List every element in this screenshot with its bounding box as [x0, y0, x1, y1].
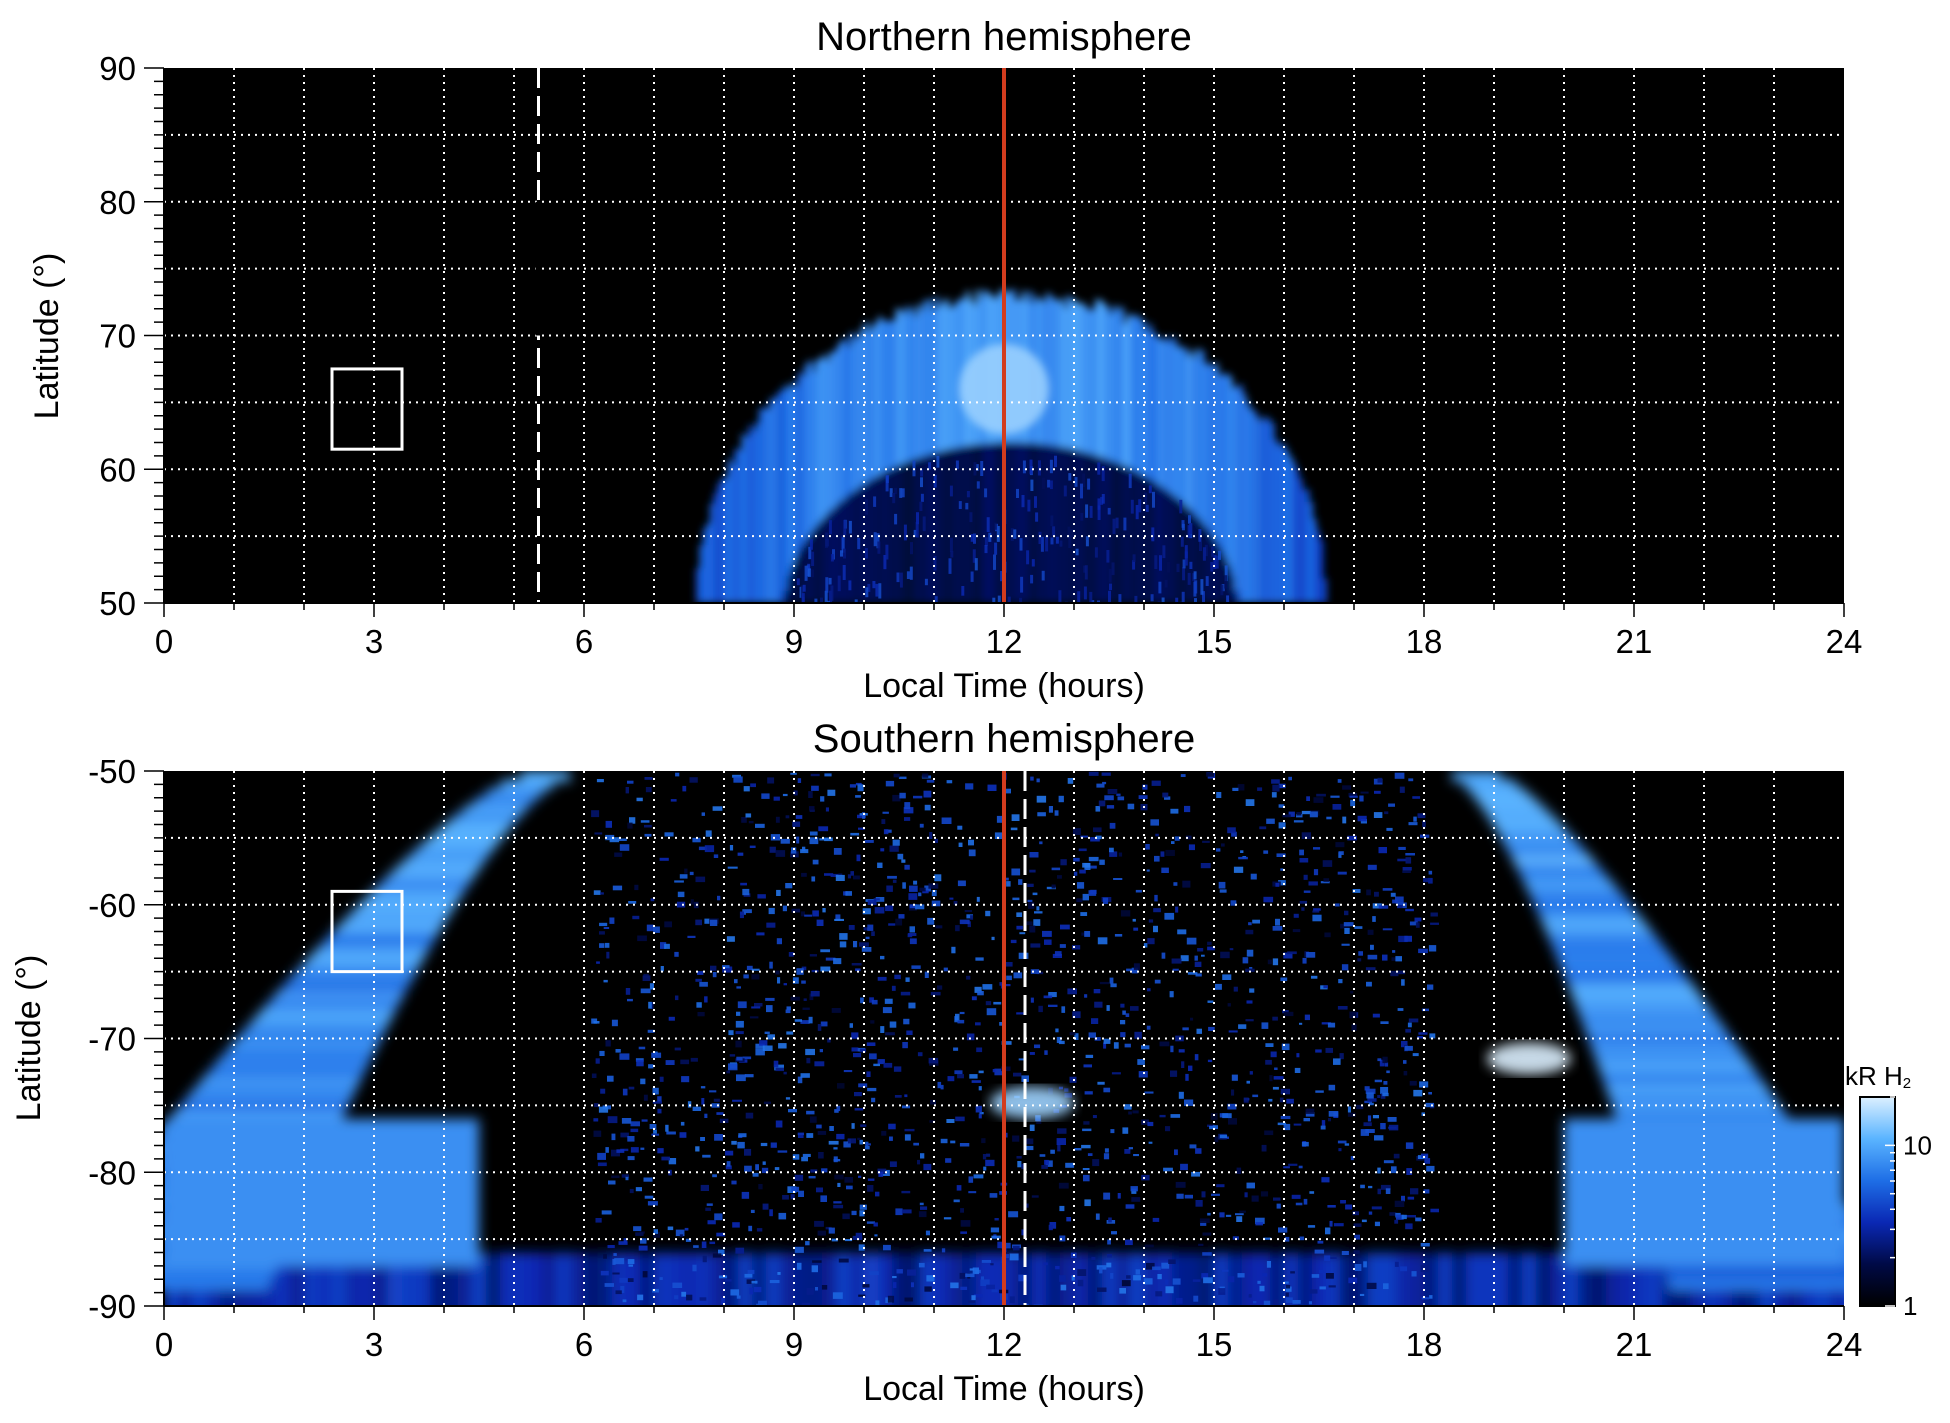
northern-marker-box — [330, 367, 404, 451]
southern-panel: Southern hemisphere -90 -80 -70 -60 -50 0 3 6 9 1… — [10, 717, 1862, 1408]
north-x-tick-label: 9 — [785, 623, 803, 660]
south-x-tick-label: 0 — [155, 1326, 173, 1363]
colorbar-ticks: 1 10 — [1885, 1096, 1932, 1321]
north-y-tick-label: 70 — [99, 318, 136, 355]
south-x-tick-label: 18 — [1406, 1326, 1443, 1363]
north-y-tick-label: 80 — [99, 184, 136, 221]
south-y-tick-label: -70 — [88, 1021, 136, 1058]
northern-title: Northern hemisphere — [816, 15, 1192, 59]
north-y-tick-label: 90 — [99, 50, 136, 87]
north-y-tick-label: 50 — [99, 585, 136, 622]
north-x-tick-label: 0 — [155, 623, 173, 660]
southern-title: Southern hemisphere — [813, 717, 1195, 761]
north-x-tick-label: 15 — [1196, 623, 1233, 660]
north-x-tick-label: 12 — [986, 623, 1023, 660]
south-x-tick-label: 3 — [365, 1326, 383, 1363]
northern-heatmap — [696, 288, 1327, 603]
south-y-tick-label: -80 — [88, 1154, 136, 1191]
northern-y-axis-label: Latitude (°) — [28, 253, 66, 420]
northern-panel: Northern hemisphere 50 60 70 80 90 0 3 6 9 12 15 18… — [28, 15, 1862, 705]
north-y-tick-label: 60 — [99, 451, 136, 488]
south-x-tick-label: 9 — [785, 1326, 803, 1363]
colorbar-gradient — [1859, 1096, 1896, 1307]
southern-marker-box — [330, 889, 404, 974]
colorbar: kR H2 1 10 — [1845, 1061, 1932, 1321]
northern-axes: 50 60 70 80 90 0 3 6 9 12 15 18 21 24 — [99, 50, 1862, 660]
colorbar-label: kR H2 — [1845, 1061, 1911, 1092]
northern-auroral-emission — [696, 288, 1327, 603]
north-x-tick-label: 21 — [1616, 623, 1653, 660]
north-x-tick-label: 18 — [1406, 623, 1443, 660]
north-x-tick-label: 3 — [365, 623, 383, 660]
southern-x-axis-label: Local Time (hours) — [863, 1370, 1145, 1408]
south-x-tick-label: 21 — [1616, 1326, 1653, 1363]
south-y-tick-label: -90 — [88, 1288, 136, 1325]
north-x-tick-label: 24 — [1826, 623, 1863, 660]
south-x-tick-label: 12 — [986, 1326, 1023, 1363]
south-x-tick-label: 15 — [1196, 1326, 1233, 1363]
south-x-tick-label: 6 — [575, 1326, 593, 1363]
south-y-tick-label: -50 — [88, 753, 136, 790]
southern-y-axis-label: Latitude (°) — [10, 955, 48, 1122]
northern-x-axis-label: Local Time (hours) — [863, 667, 1145, 705]
southern-axes: -90 -80 -70 -60 -50 0 3 6 9 12 15 18 21 24 — [88, 753, 1862, 1363]
south-y-tick-label: -60 — [88, 887, 136, 924]
south-x-tick-label: 24 — [1826, 1326, 1863, 1363]
north-x-tick-label: 6 — [575, 623, 593, 660]
colorbar-tick-label: 10 — [1903, 1130, 1932, 1160]
colorbar-tick-label: 1 — [1903, 1291, 1917, 1321]
